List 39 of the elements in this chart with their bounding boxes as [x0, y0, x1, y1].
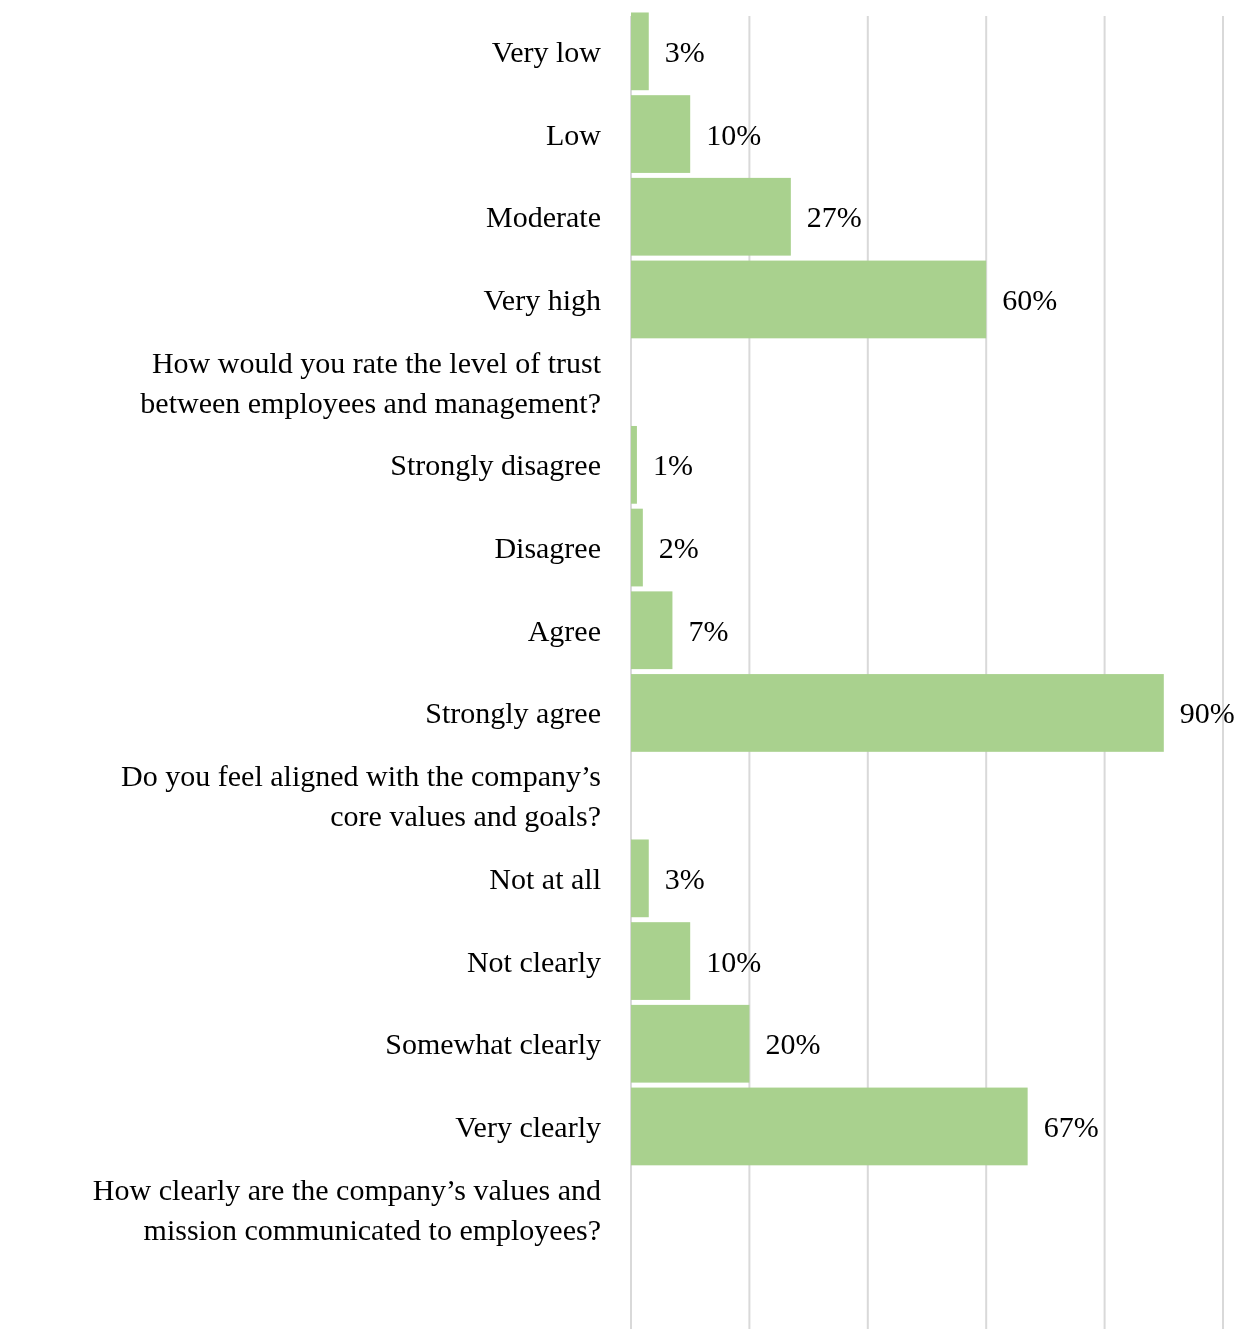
bar	[631, 12, 649, 91]
y-tick-label: Strongly agree	[425, 696, 601, 730]
y-tick-label: Not clearly	[466, 944, 601, 978]
data-label: 60%	[1002, 282, 1058, 316]
data-label: 27%	[806, 200, 862, 234]
y-tick-label: Somewhat clearly	[385, 1027, 601, 1061]
bar	[631, 508, 643, 587]
bar	[631, 95, 691, 173]
data-label: 10%	[706, 117, 762, 151]
bar	[631, 1087, 1028, 1166]
data-label: 20%	[765, 1027, 821, 1061]
y-tick-label: How would you rate the level of trust between employees and management?	[140, 345, 602, 419]
bar	[631, 425, 637, 504]
data-label: 90%	[1179, 696, 1235, 730]
data-label: 10%	[706, 944, 762, 978]
bar	[631, 1004, 750, 1083]
y-tick-label: Low	[546, 117, 602, 151]
data-label: 7%	[688, 613, 729, 647]
bar	[631, 591, 673, 670]
bar	[631, 177, 791, 256]
y-tick-label: Very clearly	[455, 1109, 601, 1143]
data-label: 3%	[664, 861, 705, 895]
data-label: 67%	[1043, 1109, 1099, 1143]
y-tick-label: Disagree	[494, 531, 601, 565]
y-tick-label: Moderate	[486, 200, 601, 234]
y-tick-label: Not at all	[489, 861, 601, 895]
y-tick-label: Do you feel aligned with the company’s core values and goals?	[121, 759, 601, 833]
y-tick-label: Very low	[491, 34, 602, 68]
bar	[631, 674, 1164, 752]
bar	[631, 922, 691, 1000]
bar	[631, 260, 987, 339]
data-label: 3%	[664, 34, 705, 68]
y-tick-label: Strongly disagree	[390, 448, 601, 482]
bar	[631, 839, 649, 918]
y-tick-label: Agree	[527, 613, 601, 647]
data-label: 1%	[652, 448, 693, 482]
data-label: 2%	[658, 531, 699, 565]
y-tick-label: How clearly are the company’s values and mission communicated to employees?	[92, 1172, 601, 1246]
y-tick-label: Very high	[483, 282, 601, 316]
